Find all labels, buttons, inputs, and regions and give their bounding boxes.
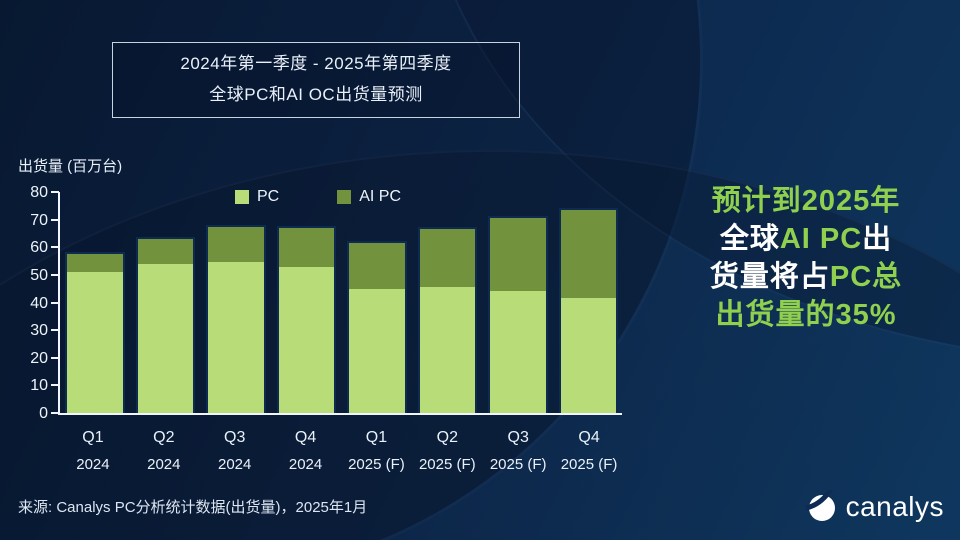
- x-axis-label: Q1 2024: [76, 429, 110, 473]
- x-axis-label: Q4 2025 (F): [560, 429, 618, 473]
- bar-segment-ai-pc: [208, 226, 264, 263]
- insight-segment: 货量将占: [709, 261, 830, 293]
- insight-segment: PC总: [829, 261, 903, 293]
- y-tick-label: 60: [30, 239, 48, 257]
- key-insight-text: 预计到2025年 全球AI PC出 货量将占PC总 出货量的35%: [658, 182, 954, 334]
- chart-legend: PC AI PC: [235, 188, 401, 206]
- insight-segment: 出货量的35%: [715, 299, 897, 331]
- y-tick-mark: [51, 218, 59, 221]
- x-axis-labels: Q1 2024 Q2 2024 Q3 2024 Q4 2024 Q1 2025 (F) Q2 2025…: [63, 424, 619, 478]
- bar-segment-ai-pc: [137, 238, 193, 264]
- bar-segment-pc: [419, 287, 475, 413]
- chart-title-box: 2024年第一季度 - 2025年第四季度 全球PC和AI OC出货量预测: [112, 42, 520, 118]
- y-tick-label: 20: [30, 349, 48, 367]
- insight-segment: 预计到2025年: [711, 185, 901, 217]
- bar-segment-pc: [208, 262, 264, 413]
- legend-item-ai-pc: AI PC: [337, 188, 401, 206]
- bar-segment-pc: [490, 291, 546, 413]
- y-tick-mark: [51, 191, 59, 193]
- stacked-bar-q2-2025: [417, 227, 477, 413]
- y-tick-label: 70: [30, 211, 48, 229]
- chart-title-line2: 全球PC和AI OC出货量预测: [209, 85, 423, 104]
- y-tick-label: 0: [39, 405, 48, 422]
- y-tick-label: 10: [30, 377, 48, 395]
- y-tick-label: 30: [30, 322, 48, 340]
- insight-line: 预计到2025年: [658, 182, 954, 220]
- bar-segment-pc: [349, 288, 405, 413]
- stacked-bar-q4-2024: [276, 225, 336, 413]
- x-axis-label: Q1 2025 (F): [348, 429, 405, 473]
- x-axis-label: Q3 2025 (F): [489, 429, 547, 473]
- insight-line: 全球AI PC出: [658, 220, 954, 258]
- stacked-bar-q2-2024: [135, 236, 195, 413]
- plot-area: 0 10 20 30 40 50 60 70 80: [30, 184, 622, 422]
- x-axis-label: Q3 2024: [218, 429, 252, 473]
- legend-swatch: [235, 190, 249, 204]
- y-tick-mark: [51, 384, 59, 387]
- y-tick-mark: [51, 273, 59, 276]
- chart-title-line1: 2024年第一季度 - 2025年第四季度: [180, 54, 452, 74]
- y-tick-mark: [51, 412, 59, 414]
- bar-segment-pc: [278, 266, 334, 413]
- insight-segment: AI PC: [779, 223, 863, 255]
- stacked-bar-q3-2025: [488, 216, 548, 413]
- y-tick-mark: [51, 329, 59, 332]
- stacked-bar-q1-2025: [347, 241, 407, 413]
- canalys-logo: canalys: [804, 490, 944, 524]
- bar-segment-ai-pc: [419, 229, 475, 288]
- bar-segment-ai-pc: [349, 243, 405, 289]
- y-axis-title: 出货量 (百万台): [18, 158, 123, 175]
- x-axis-label: Q4 2024: [288, 429, 323, 473]
- x-axis-label: Q2 2025 (F): [418, 429, 476, 473]
- bars-container: [65, 192, 618, 413]
- y-tick-label: 50: [30, 266, 48, 284]
- insight-line: 货量将占PC总: [658, 258, 954, 296]
- y-tick-mark: [51, 301, 59, 304]
- y-tick-mark: [51, 246, 59, 249]
- legend-item-pc: PC: [235, 188, 279, 206]
- stacked-bar-q4-2025: [558, 207, 618, 413]
- bar-segment-ai-pc: [67, 254, 123, 273]
- bar-segment-ai-pc: [560, 209, 616, 299]
- canalys-logo-icon: [804, 490, 835, 521]
- y-tick-mark: [51, 356, 59, 359]
- stacked-bar-q1-2024: [65, 252, 125, 413]
- stacked-bar-q3-2024: [206, 224, 266, 413]
- bar-segment-pc: [137, 263, 193, 413]
- y-tick-label: 80: [30, 184, 48, 201]
- bar-segment-ai-pc: [278, 227, 334, 267]
- source-caption: 来源: Canalys PC分析统计数据(出货量)，2025年1月: [18, 499, 368, 516]
- insight-segment: 全球: [719, 223, 780, 255]
- insight-line: 出货量的35%: [658, 296, 954, 334]
- y-tick-label: 40: [30, 294, 48, 312]
- bar-segment-ai-pc: [490, 218, 546, 292]
- bar-segment-pc: [560, 298, 616, 413]
- insight-segment: 出: [862, 223, 893, 255]
- legend-swatch: [337, 190, 352, 204]
- canalys-logo-text: canalys: [845, 491, 944, 522]
- x-axis-label: Q2 2024: [147, 429, 181, 473]
- bar-segment-pc: [67, 272, 123, 413]
